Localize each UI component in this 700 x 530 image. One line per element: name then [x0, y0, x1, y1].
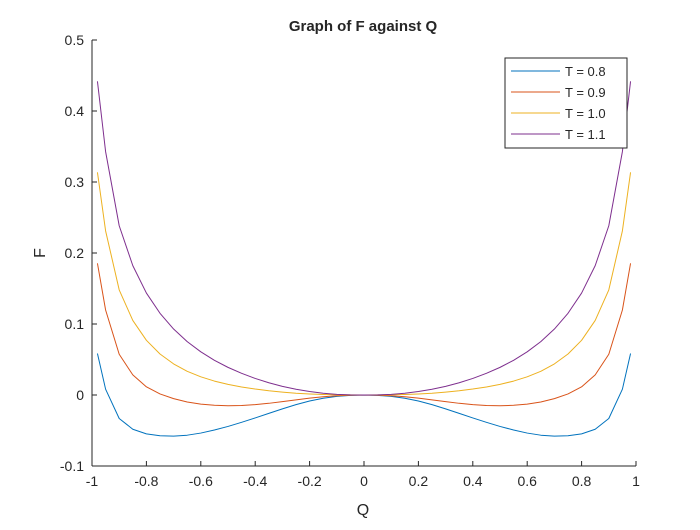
series-line-2 — [96, 263, 632, 407]
legend-box — [504, 57, 628, 149]
y-tick-label: 0.3 — [65, 174, 85, 190]
x-tick-label: 0.2 — [409, 473, 429, 489]
y-tick-label: 0.5 — [65, 32, 85, 48]
x-tick-label: -0.6 — [189, 473, 213, 489]
x-tick-label: 0.4 — [463, 473, 483, 489]
x-tick-label: 1 — [632, 473, 640, 489]
y-tick-label: -0.1 — [60, 458, 84, 474]
x-tick-label: -0.2 — [298, 473, 322, 489]
series-line-3 — [96, 172, 632, 396]
x-axis-label: Q — [357, 502, 369, 519]
x-tick-label: 0.6 — [517, 473, 537, 489]
x-tick-label: -0.8 — [134, 473, 158, 489]
x-tick-label: 0 — [360, 473, 368, 489]
legend-entry: T = 1.1 — [565, 127, 606, 142]
legend-entry: T = 1.0 — [565, 106, 606, 121]
y-tick-label: 0 — [76, 387, 84, 403]
x-tick-label: 0.8 — [572, 473, 592, 489]
y-axis-label: F — [32, 248, 49, 258]
plot-area: -1 -0.8 -0.6 -0.4 -0.2 0 0.2 0.4 0.6 0.8 1 -0.1 0 0.1… — [60, 32, 640, 489]
legend-entry: T = 0.8 — [565, 64, 606, 79]
y-tick-label: 0.1 — [65, 316, 85, 332]
legend-entry: T = 0.9 — [565, 85, 606, 100]
x-tick-label: -0.4 — [243, 473, 267, 489]
chart-title: Graph of F against Q — [289, 18, 438, 35]
y-tick-label: 0.4 — [65, 103, 85, 119]
series-line-4 — [96, 81, 632, 396]
y-tick-label: 0.2 — [65, 245, 85, 261]
x-tick-label: -1 — [86, 473, 99, 489]
